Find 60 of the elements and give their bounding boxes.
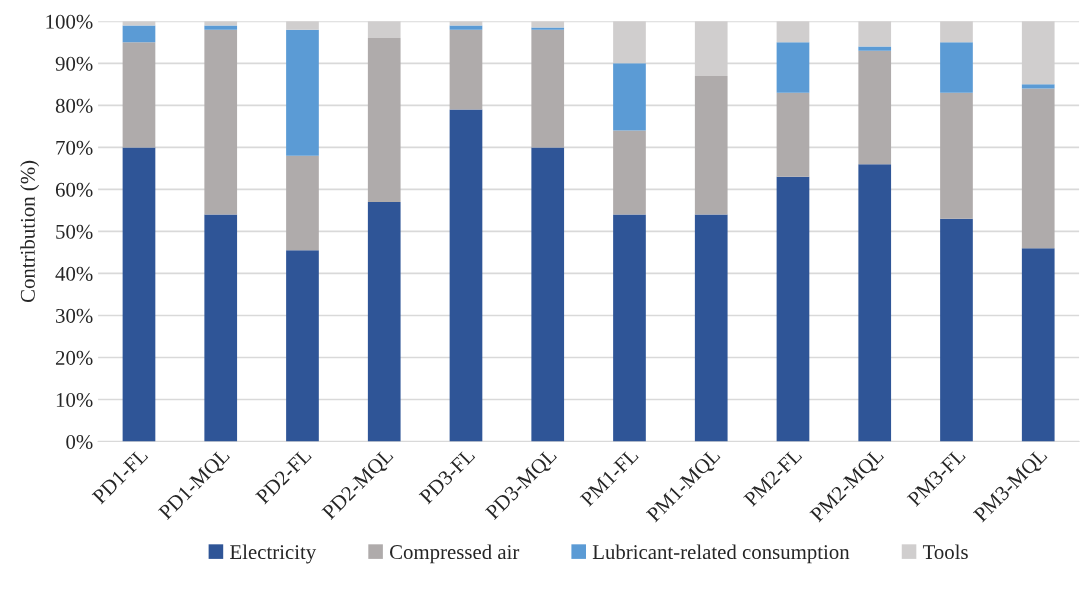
- bar: [776, 21, 810, 43]
- bar: [694, 214, 728, 442]
- bar: [1021, 248, 1055, 442]
- bar: [940, 21, 973, 43]
- bar: [531, 21, 565, 28]
- bar: [613, 130, 646, 215]
- legend-label: Tools: [922, 544, 968, 560]
- bar: [858, 164, 892, 442]
- bar: [286, 29, 319, 156]
- bar: [286, 250, 319, 442]
- bar: [858, 21, 892, 47]
- bar: [531, 147, 565, 442]
- bar: [531, 27, 565, 30]
- legend-label: Compressed air: [389, 544, 520, 564]
- bar: [122, 42, 156, 148]
- bar: [367, 38, 401, 203]
- bar: [122, 25, 156, 43]
- y-tick-label: 50%: [56, 224, 93, 239]
- y-tick-label: 90%: [55, 56, 93, 71]
- legend-label: Electricity: [230, 544, 317, 564]
- bar: [204, 25, 238, 30]
- y-tick-label: 70%: [56, 140, 93, 155]
- bar: [122, 21, 156, 26]
- bar: [122, 147, 156, 442]
- bar: [367, 21, 401, 39]
- legend-label: Lubricant-related consumption: [592, 544, 850, 564]
- y-tick-label: 30%: [56, 308, 93, 323]
- bar: [449, 109, 483, 442]
- y-tick-label: 10%: [56, 392, 93, 408]
- bar: [286, 155, 319, 251]
- y-tick-label: 20%: [55, 350, 93, 365]
- bar: [1021, 88, 1055, 249]
- bar: [694, 75, 728, 215]
- bar: [776, 92, 810, 177]
- y-tick-label: 60%: [55, 182, 93, 197]
- bar: [286, 21, 319, 30]
- bar: [776, 176, 810, 442]
- y-tick-label: 40%: [55, 266, 93, 281]
- bar: [776, 42, 810, 93]
- bar: [613, 63, 646, 131]
- bar: [204, 214, 238, 442]
- bar: [449, 21, 483, 26]
- bar: [449, 29, 483, 110]
- y-tick-label: 100%: [46, 14, 93, 29]
- bar: [204, 21, 238, 26]
- bar: [858, 46, 892, 51]
- bar: [613, 21, 646, 64]
- y-tick-label: 0%: [66, 434, 93, 450]
- bar: [367, 202, 401, 442]
- bar: [204, 29, 238, 215]
- bar: [531, 29, 565, 148]
- bar: [1021, 84, 1055, 89]
- bar: [940, 92, 973, 219]
- bar: [940, 218, 973, 442]
- y-tick-label: 80%: [55, 98, 93, 113]
- bar: [613, 214, 646, 442]
- bar: [858, 50, 892, 165]
- bar: [449, 25, 483, 30]
- y-axis-title: Contribution (%): [20, 160, 40, 303]
- bar: [940, 42, 973, 93]
